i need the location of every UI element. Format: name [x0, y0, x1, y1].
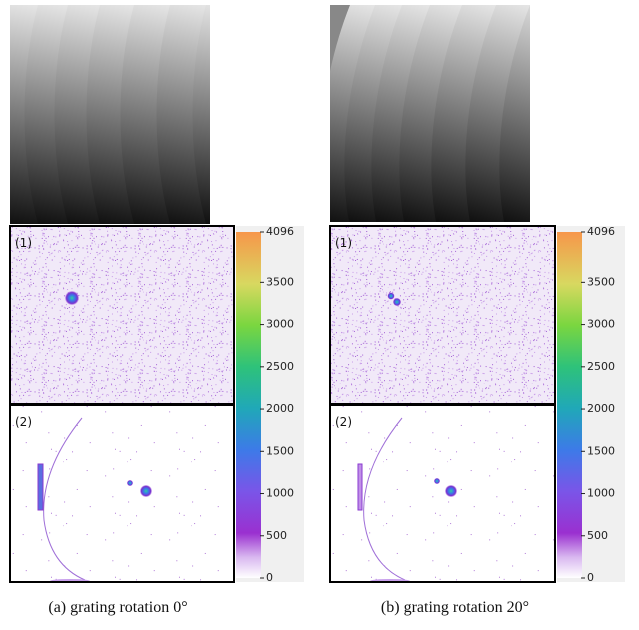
phase-stripe: [499, 5, 530, 222]
colorbar-tick-label: 0: [266, 571, 273, 584]
beam-spot: [445, 485, 457, 497]
caption: (a) grating rotation 0°: [48, 599, 187, 616]
colorbar-tick-label: 0: [587, 571, 594, 584]
beam-spot: [140, 485, 152, 497]
detector-image-1: [330, 226, 555, 404]
colorbar-tick-label: 3500: [266, 275, 294, 288]
colorbar-tick-label: 3000: [266, 318, 294, 331]
colorbar: [557, 232, 582, 578]
colorbar-tick-label: 2500: [266, 360, 294, 373]
colorbar-tick-label: 2500: [587, 360, 615, 373]
beam-spot: [127, 480, 133, 486]
beam-stop: [37, 463, 44, 511]
beam-spot: [387, 292, 395, 300]
caption: (b) grating rotation 20°: [381, 599, 529, 616]
detector-image-2: [10, 405, 234, 582]
colorbar-tick-label: 3000: [587, 318, 615, 331]
detector-image-1: [10, 226, 234, 404]
colorbar-tick-label: 1500: [266, 444, 294, 457]
ring-arc: [43, 417, 86, 581]
colorbar-tick-label: 2000: [266, 402, 294, 415]
phase-stripe: [192, 5, 210, 224]
colorbar: [236, 232, 261, 578]
detector-frame-2: [9, 404, 235, 583]
panel-label: (1): [15, 236, 32, 250]
panel: (1) (2) 4096 3500 3000 2500 2000 1500 1000 500 0 (b…: [329, 5, 625, 616]
beam-spot: [65, 291, 79, 305]
beam-spot: [393, 298, 401, 306]
phase-image: [10, 5, 210, 224]
ring-arc: [363, 417, 406, 581]
colorbar-tick-label: 3500: [587, 275, 615, 288]
panel-label: (2): [335, 415, 352, 429]
panel: (1) (2) 4096 3500 3000 2500 2000 1500 1000 500 0 (a…: [9, 5, 304, 616]
beam-stop: [357, 463, 363, 511]
phase-image: [330, 5, 530, 222]
detector-image-2: [330, 405, 555, 582]
colorbar-tick-label: 500: [587, 529, 608, 542]
colorbar-tick-label: 1000: [587, 487, 615, 500]
panel-label: (1): [335, 236, 352, 250]
colorbar-tick-label: 4096: [266, 225, 294, 238]
detector-frame-2: [329, 404, 556, 583]
colorbar-tick-label: 2000: [587, 402, 615, 415]
colorbar-tick-label: 1000: [266, 487, 294, 500]
colorbar-tick-label: 4096: [587, 225, 615, 238]
panel-label: (2): [15, 415, 32, 429]
beam-spot: [434, 478, 440, 484]
colorbar-tick-label: 1500: [587, 444, 615, 457]
colorbar-tick-label: 500: [266, 529, 287, 542]
